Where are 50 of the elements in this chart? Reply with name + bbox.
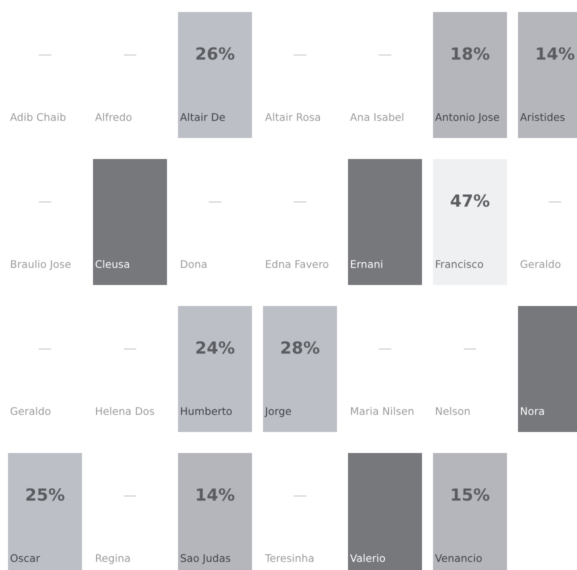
category-label: Francisco bbox=[436, 260, 484, 268]
data-label: — bbox=[294, 202, 306, 203]
data-label: 15% bbox=[452, 488, 490, 501]
category-label: Nora bbox=[521, 407, 544, 416]
data-label: 18% bbox=[452, 47, 490, 60]
category-label: Maria Nilsen bbox=[351, 406, 414, 416]
category-label: Dona bbox=[181, 260, 206, 268]
data-label: 24% bbox=[196, 341, 234, 354]
data-label: — bbox=[294, 54, 306, 56]
category-label: Geraldo bbox=[520, 260, 560, 268]
category-label: Geraldo bbox=[10, 406, 50, 416]
category-label: Valerio bbox=[350, 554, 385, 562]
category-label: Sao Judas bbox=[180, 554, 230, 564]
data-label: 25% bbox=[26, 488, 64, 501]
category-label: Humberto bbox=[181, 406, 232, 416]
category-label: Ana Isabel bbox=[350, 112, 404, 122]
category-label: Nelson bbox=[436, 406, 470, 416]
category-label: Ernani bbox=[351, 260, 382, 268]
category-label: Venancio bbox=[435, 554, 482, 562]
category-label: Alfredo bbox=[95, 112, 132, 122]
data-label: — bbox=[378, 54, 392, 56]
category-label: Braulio Jose bbox=[11, 260, 71, 270]
category-label: Altair Rosa bbox=[265, 112, 320, 122]
data-label: — bbox=[38, 54, 52, 56]
data-label: 26% bbox=[196, 47, 234, 60]
category-label: Oscar bbox=[10, 554, 40, 562]
category-label: Altair De bbox=[180, 112, 225, 122]
data-label: — bbox=[548, 202, 562, 203]
data-label: — bbox=[124, 54, 136, 56]
data-label: 14% bbox=[196, 488, 234, 501]
data-label: — bbox=[124, 348, 136, 350]
data-label: 14% bbox=[536, 47, 574, 60]
data-label: — bbox=[378, 348, 392, 350]
data-label: — bbox=[38, 348, 52, 350]
category-label: Helena Dos bbox=[96, 406, 154, 416]
category-label: Teresinha bbox=[264, 554, 314, 562]
category-label: Adib Chaib bbox=[10, 112, 66, 122]
data-label: 47% bbox=[450, 194, 490, 207]
data-label: — bbox=[124, 496, 136, 497]
category-label: Edna Favero bbox=[266, 260, 328, 268]
category-label: Cleusa bbox=[96, 260, 130, 268]
data-label: — bbox=[38, 202, 52, 203]
data-label: 28% bbox=[281, 341, 320, 354]
category-label: Antonio Jose bbox=[435, 112, 500, 123]
category-label: Regina bbox=[96, 554, 130, 564]
data-label: — bbox=[294, 496, 306, 497]
data-label: — bbox=[464, 348, 476, 350]
category-label: Jorge bbox=[264, 407, 292, 418]
category-label: Aristides bbox=[520, 112, 565, 122]
data-label: — bbox=[208, 202, 222, 203]
